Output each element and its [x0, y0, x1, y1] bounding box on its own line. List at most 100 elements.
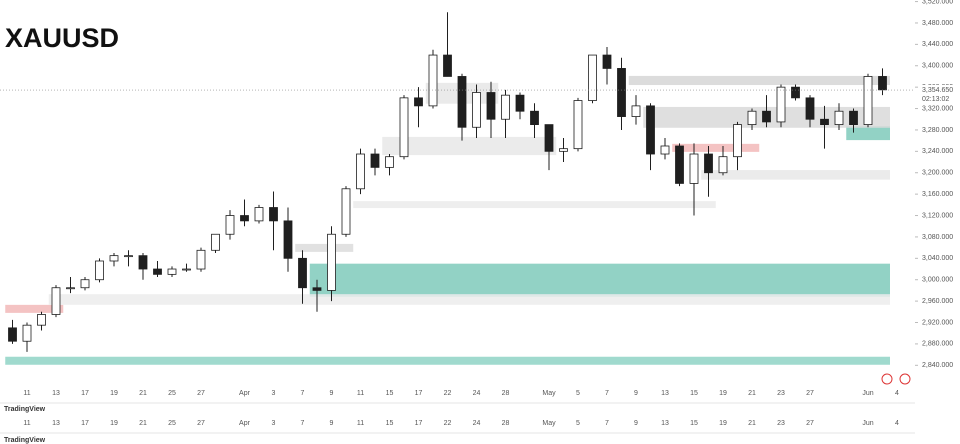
x-tick-label: 3: [272, 420, 276, 427]
x-tick-label: Jun: [862, 390, 873, 397]
y-tick-label: 2,960.000: [922, 298, 953, 305]
zone: [309, 263, 890, 297]
x-tick-label: 21: [139, 390, 147, 397]
candle-body: [428, 54, 438, 107]
x-tick-label: 11: [357, 420, 364, 427]
candle-body: [530, 110, 539, 125]
candle-body: [733, 124, 742, 158]
x-tick-label: 15: [386, 390, 394, 397]
candle-body: [747, 110, 757, 125]
candle-body: [486, 92, 496, 120]
x-tick-label: 22: [444, 420, 452, 427]
x-tick-label: 15: [690, 420, 698, 427]
x-tick-label: 19: [719, 390, 727, 397]
candle-body: [95, 260, 104, 281]
candle-body: [762, 110, 771, 123]
x-tick-label: 19: [719, 420, 727, 427]
x-tick-label: 7: [301, 420, 305, 427]
x-tick-label: 11: [23, 420, 30, 427]
x-tick-label: 3: [272, 390, 276, 397]
candle-body: [254, 207, 264, 222]
y-tick-label: 2,840.000: [922, 362, 953, 369]
candle-body: [298, 257, 307, 289]
candle-body: [269, 207, 278, 222]
candle-body: [211, 233, 220, 251]
zone: [846, 126, 890, 141]
candle-body: [312, 287, 322, 291]
y-tick-label: 3,160.000: [922, 191, 953, 198]
y-tick-label: 3,200.000: [922, 170, 953, 177]
candle-body: [22, 324, 32, 342]
x-tick-label: May: [542, 390, 556, 397]
zone: [628, 75, 890, 86]
candle-body: [240, 215, 249, 222]
watermark: TradingView: [4, 437, 46, 444]
candle-body: [646, 105, 655, 155]
candle-body: [8, 327, 17, 342]
x-tick-label: 13: [52, 420, 60, 427]
candle-body: [834, 110, 844, 125]
x-tick-label: 15: [386, 420, 394, 427]
x-tick-label: 7: [605, 420, 609, 427]
x-tick-label: 27: [806, 390, 814, 397]
candle-body: [849, 110, 858, 125]
candle-body: [689, 153, 699, 184]
candle-body: [820, 118, 829, 125]
candle-body: [878, 76, 887, 91]
candle-body: [602, 54, 612, 69]
candle-body: [776, 86, 786, 123]
x-tick-label: 22: [444, 390, 452, 397]
x-tick-label: 23: [777, 390, 785, 397]
last-price-label: 3,354.650: [922, 87, 953, 94]
x-tick-label: 27: [806, 420, 814, 427]
zone: [701, 170, 890, 180]
candle-body: [617, 68, 626, 117]
watermark: TradingView: [4, 406, 46, 413]
x-tick-label: 19: [110, 420, 118, 427]
y-tick-label: 3,040.000: [922, 255, 953, 262]
x-tick-label: 15: [690, 390, 698, 397]
y-tick-label: 3,520.000: [922, 0, 953, 5]
x-tick-label: 9: [634, 420, 638, 427]
candle-body: [80, 279, 90, 289]
candle-body: [399, 97, 409, 158]
y-tick-label: 2,880.000: [922, 341, 953, 348]
candle-body: [385, 156, 394, 168]
candle-body: [544, 124, 554, 152]
x-tick-label: 24: [473, 420, 481, 427]
flag-icon: [899, 373, 911, 385]
x-tick-label: 13: [52, 390, 60, 397]
y-tick-label: 3,320.000: [922, 105, 953, 112]
x-tick-label: 25: [168, 390, 176, 397]
zone: [382, 136, 557, 156]
x-tick-label: 17: [415, 390, 423, 397]
y-tick-label: 3,240.000: [922, 148, 953, 155]
x-tick-label: 7: [301, 390, 305, 397]
x-tick-label: Apr: [239, 420, 251, 427]
candle-body: [805, 97, 815, 120]
candle-body: [631, 105, 641, 117]
candle-body: [138, 255, 148, 270]
plot: [0, 12, 915, 365]
candle-body: [109, 255, 119, 262]
candle-body: [51, 287, 61, 315]
x-tick-label: 27: [197, 390, 205, 397]
y-tick-label: 2,920.000: [922, 319, 953, 326]
candle-body: [443, 54, 452, 77]
candle-body: [182, 268, 191, 271]
candle-body: [704, 153, 713, 174]
x-tick-label: 24: [473, 390, 481, 397]
x-tick-label: 13: [661, 420, 669, 427]
x-tick-label: 4: [895, 420, 899, 427]
x-tick-label: May: [542, 420, 556, 427]
zone: [672, 143, 760, 152]
zone: [5, 356, 890, 365]
y-tick-label: 3,440.000: [922, 41, 953, 48]
candle-body: [167, 268, 177, 275]
candle-body: [37, 314, 46, 326]
x-tick-label: 5: [576, 420, 580, 427]
candle-body: [515, 94, 525, 112]
price-tag: [918, 85, 960, 106]
x-tick-label: Apr: [239, 390, 251, 397]
